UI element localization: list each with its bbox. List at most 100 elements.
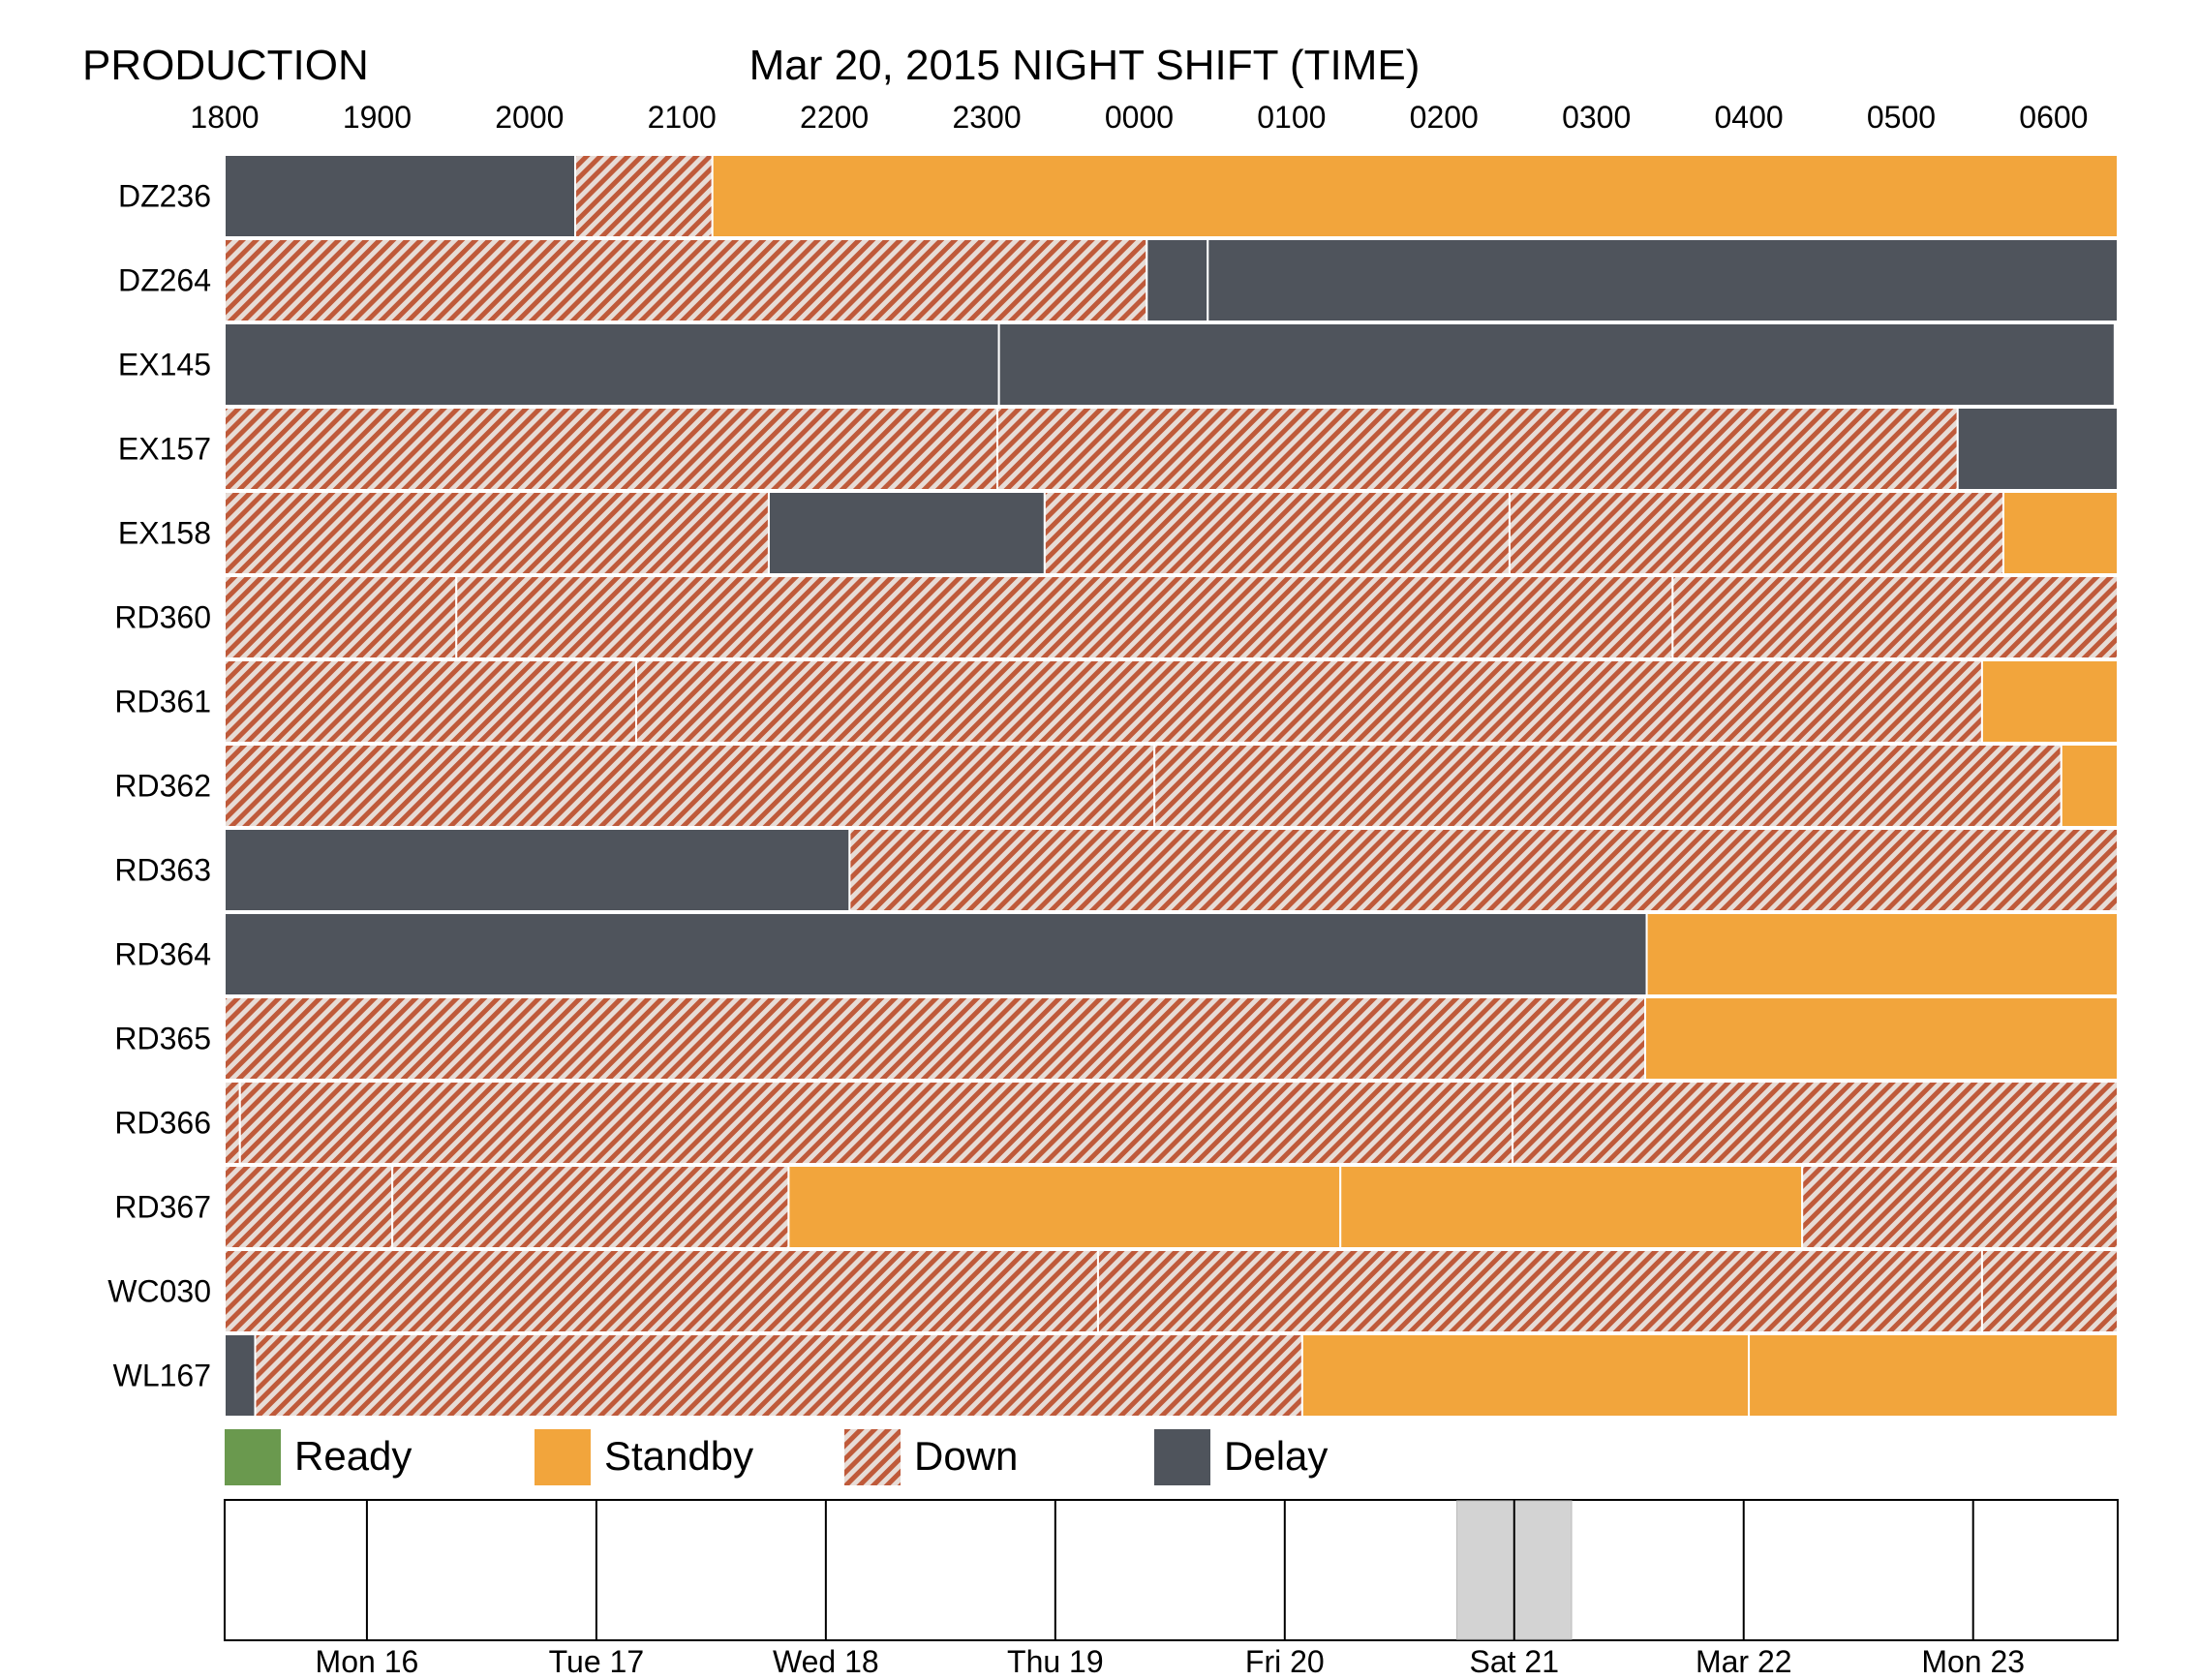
day-label[interactable]: Fri 20 [1245, 1644, 1325, 1679]
segment-down[interactable] [238, 1081, 1514, 1165]
segment-standby[interactable] [1748, 1333, 2120, 1418]
legend-label: Down [914, 1433, 1018, 1479]
day-label[interactable]: Mon 23 [1921, 1644, 2025, 1679]
segment-standby[interactable] [1300, 1333, 1751, 1418]
segment-down[interactable] [224, 238, 1148, 322]
segment-standby[interactable] [1645, 912, 2119, 996]
x-tick-label: 0300 [1562, 100, 1631, 135]
x-tick-label: 1900 [343, 100, 412, 135]
row-label: EX145 [118, 348, 211, 382]
x-tick-label: 0100 [1257, 100, 1326, 135]
x-tick-label: 0200 [1410, 100, 1479, 135]
segment-delay[interactable] [767, 491, 1046, 575]
equipment-row: WL167 [113, 1333, 2120, 1418]
x-tick-label: 0600 [2019, 100, 2088, 135]
segment-down[interactable] [254, 1333, 1303, 1418]
day-label[interactable]: Thu 19 [1007, 1644, 1104, 1679]
x-tick-label: 2300 [952, 100, 1021, 135]
segment-down[interactable] [1801, 1165, 2119, 1249]
segment-delay[interactable] [224, 828, 851, 912]
equipment-row: RD364 [114, 912, 2119, 996]
segment-delay[interactable] [224, 322, 1000, 407]
segment-down[interactable] [1153, 744, 2062, 828]
segment-delay[interactable] [1956, 407, 2119, 491]
segment-down[interactable] [574, 154, 714, 238]
segment-down[interactable] [224, 1165, 394, 1249]
row-label: RD364 [114, 937, 211, 972]
segment-down[interactable] [1671, 575, 2119, 659]
equipment-row: RD361 [114, 659, 2119, 744]
equipment-row: RD362 [114, 744, 2120, 828]
segment-standby[interactable] [2001, 491, 2119, 575]
segment-down[interactable] [224, 575, 458, 659]
segment-standby[interactable] [787, 1165, 1342, 1249]
equipment-row: RD363 [114, 828, 2119, 912]
segment-delay[interactable] [997, 322, 2116, 407]
row-label: RD366 [114, 1106, 211, 1141]
page-title: PRODUCTION [82, 42, 369, 89]
segment-down[interactable] [391, 1165, 790, 1249]
row-label: RD361 [114, 685, 211, 719]
x-tick-label: 0500 [1867, 100, 1936, 135]
segment-standby[interactable] [1644, 996, 2119, 1081]
x-tick-label: 2100 [648, 100, 717, 135]
segment-down[interactable] [848, 828, 2119, 912]
row-label: RD362 [114, 769, 211, 804]
segment-delay[interactable] [1207, 238, 2120, 322]
segment-delay[interactable] [224, 912, 1648, 996]
equipment-row: RD367 [114, 1165, 2119, 1249]
x-tick-label: 0400 [1714, 100, 1783, 135]
segment-delay[interactable] [224, 154, 577, 238]
legend-label: Standby [604, 1433, 753, 1479]
legend-label: Ready [294, 1433, 412, 1479]
segment-down[interactable] [1508, 491, 2004, 575]
segment-down[interactable] [224, 1081, 241, 1165]
day-label[interactable]: Tue 17 [549, 1644, 644, 1679]
row-label: RD367 [114, 1190, 211, 1225]
segment-down[interactable] [1096, 1249, 1983, 1333]
segment-down[interactable] [224, 659, 637, 744]
segment-down[interactable] [1043, 491, 1511, 575]
segment-down[interactable] [455, 575, 1674, 659]
segment-down[interactable] [224, 491, 770, 575]
equipment-rows: DZ236 DZ264 EX145 EX157 EX158 RD360 RD361 RD362… [107, 154, 2120, 1418]
row-label: RD363 [114, 853, 211, 888]
segment-down[interactable] [224, 744, 1156, 828]
legend-swatch-standby [535, 1429, 591, 1485]
day-label[interactable]: Mar 22 [1696, 1644, 1792, 1679]
day-label[interactable]: Wed 18 [773, 1644, 879, 1679]
row-label: DZ236 [118, 179, 211, 214]
segment-standby[interactable] [2060, 744, 2120, 828]
row-label: WL167 [113, 1359, 211, 1393]
row-label: RD360 [114, 600, 211, 635]
segment-down[interactable] [996, 407, 1959, 491]
segment-standby[interactable] [1339, 1165, 1804, 1249]
day-selector[interactable]: Mon 16 Tue 17 Wed 18 Thu 19 Fri 20 Sat 21 Mar … [224, 1499, 2119, 1679]
equipment-row: WC030 [107, 1249, 2119, 1333]
row-label: DZ264 [118, 263, 211, 298]
segment-down[interactable] [635, 659, 1983, 744]
day-label[interactable]: Sat 21 [1470, 1644, 1560, 1679]
segment-standby[interactable] [1980, 659, 2119, 744]
segment-down[interactable] [224, 996, 1647, 1081]
equipment-row: RD366 [114, 1081, 2120, 1165]
row-label: EX158 [118, 516, 211, 551]
day-label[interactable]: Mon 16 [316, 1644, 419, 1679]
segment-delay[interactable] [1146, 238, 1209, 322]
equipment-row: RD365 [114, 996, 2119, 1081]
row-label: EX157 [118, 432, 211, 467]
segment-down[interactable] [224, 1249, 1099, 1333]
x-tick-label: 0000 [1105, 100, 1174, 135]
segment-down[interactable] [224, 407, 999, 491]
time-axis: 1800 1900 2000 2100 2200 2300 0000 0100 0200 0300… [190, 100, 2088, 135]
status-legend: Ready Standby Down Delay [225, 1429, 1328, 1485]
equipment-row: EX145 [118, 322, 2116, 407]
segment-standby[interactable] [711, 154, 2119, 238]
equipment-row: RD360 [114, 575, 2119, 659]
segment-down[interactable] [1512, 1081, 2120, 1165]
segment-down[interactable] [1980, 1249, 2119, 1333]
segment-delay[interactable] [224, 1333, 257, 1418]
legend-label: Delay [1224, 1433, 1328, 1479]
